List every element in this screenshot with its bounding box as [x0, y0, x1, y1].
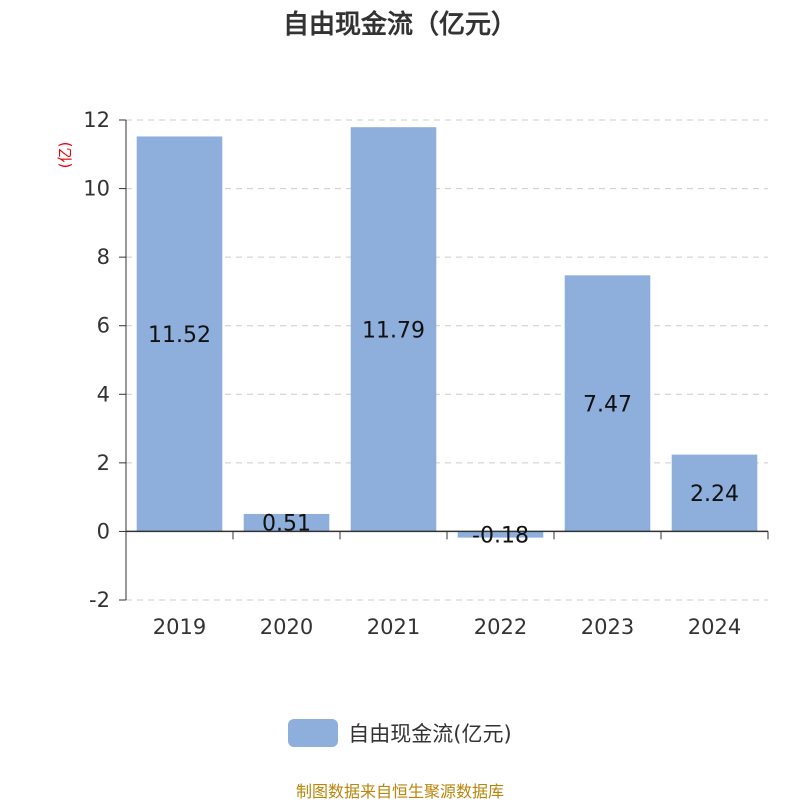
- bar: [457, 531, 544, 538]
- x-tick-label: 2020: [260, 615, 313, 639]
- bars: [136, 127, 758, 538]
- bar: [671, 454, 758, 532]
- y-tick-label: 2: [97, 451, 110, 475]
- bar-chart: -2 0 2 4 6 8 10 12 2019 2020 2021 2022 2023 2024 11.…: [56, 108, 769, 639]
- y-tick-label: 8: [97, 245, 110, 269]
- legend: 自由现金流(亿元): [0, 718, 800, 748]
- y-tick-label: 6: [97, 314, 110, 338]
- data-label: 7.47: [583, 392, 632, 417]
- data-label: -0.18: [472, 524, 529, 549]
- y-tick-labels: -2 0 2 4 6 8 10 12: [83, 108, 110, 612]
- bar: [243, 513, 330, 532]
- x-tick-label: 2019: [153, 615, 206, 639]
- data-label: 2.24: [690, 482, 739, 507]
- x-tick-label: 2022: [474, 615, 527, 639]
- axes: [119, 119, 769, 601]
- y-tick-label: 4: [97, 382, 110, 406]
- gridlines: [126, 119, 768, 601]
- legend-label: 自由现金流(亿元): [348, 722, 512, 746]
- y-axis-unit-label: (亿): [56, 142, 74, 169]
- legend-swatch: [288, 719, 339, 747]
- x-tick-labels: 2019 2020 2021 2022 2023 2024: [153, 615, 741, 639]
- chart-title: 自由现金流（亿元）: [282, 10, 517, 40]
- x-tick-label: 2023: [581, 615, 634, 639]
- y-tick-label: -2: [89, 588, 110, 612]
- data-labels: 11.52 0.51 11.79 -0.18 7.47 2.24: [148, 318, 739, 548]
- bar: [564, 275, 651, 532]
- x-tick-label: 2024: [688, 615, 741, 639]
- bar: [136, 136, 223, 532]
- data-label: 11.79: [362, 318, 425, 343]
- y-tick-label: 10: [83, 177, 110, 201]
- source-footer: 制图数据来自恒生聚源数据库: [295, 782, 504, 801]
- x-tick-label: 2021: [367, 615, 420, 639]
- data-label: 0.51: [262, 512, 311, 537]
- bar: [350, 127, 437, 532]
- y-tick-label: 12: [83, 108, 110, 132]
- data-label: 11.52: [148, 323, 211, 348]
- y-tick-label: 0: [97, 519, 110, 543]
